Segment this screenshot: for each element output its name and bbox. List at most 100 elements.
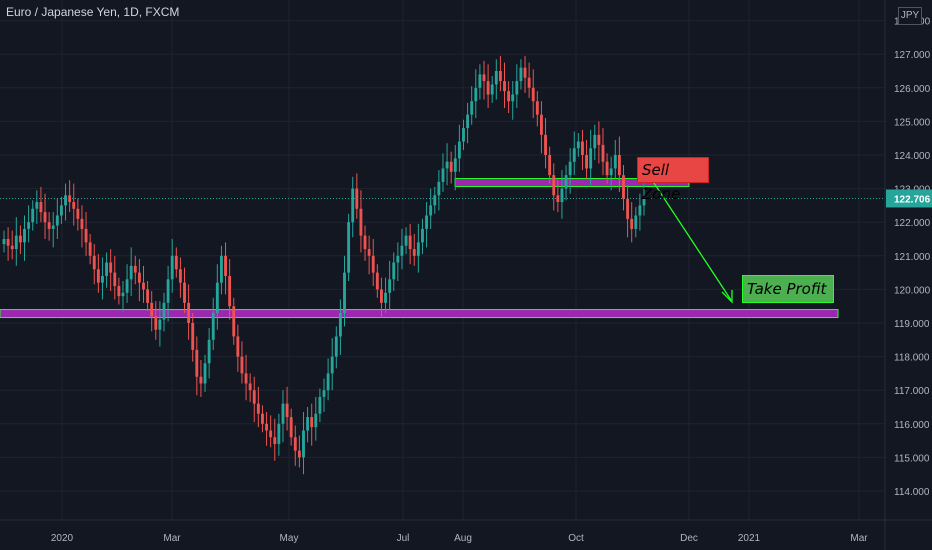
candle-body xyxy=(351,188,355,223)
candle-body xyxy=(527,77,531,88)
candle-body xyxy=(117,286,121,297)
candle-body xyxy=(293,437,297,451)
last-price-tag xyxy=(886,189,932,208)
take-profit-band xyxy=(0,309,839,319)
candle-body xyxy=(51,225,55,229)
candle-body xyxy=(244,373,248,384)
x-tick-label: 2021 xyxy=(738,533,761,544)
candle-body xyxy=(490,84,494,95)
candle-body xyxy=(302,430,305,458)
x-tick-label: 2020 xyxy=(51,533,74,544)
candle-body xyxy=(363,235,367,250)
candle-body xyxy=(437,181,441,196)
candle-body xyxy=(498,71,502,82)
candle-body xyxy=(121,292,125,297)
arrow-head xyxy=(721,290,733,304)
candle-body xyxy=(220,255,223,283)
candle-body xyxy=(453,158,457,172)
candle-body xyxy=(322,390,326,397)
y-tick-label: 127.000 xyxy=(894,50,931,61)
candle-body xyxy=(14,235,18,250)
candle-body xyxy=(248,383,252,391)
candle-body xyxy=(375,272,379,290)
candle-body xyxy=(269,430,273,438)
candle-body xyxy=(109,262,113,273)
candle-body xyxy=(64,195,67,206)
candle-body xyxy=(174,255,178,270)
candle-body xyxy=(232,306,236,337)
candle-body xyxy=(503,81,506,92)
candle-body xyxy=(359,208,363,236)
candle-body xyxy=(462,128,465,142)
candle-body xyxy=(2,239,6,245)
candle-body xyxy=(617,155,621,176)
candle-body xyxy=(289,417,293,438)
candle-body xyxy=(560,188,564,203)
candle-body xyxy=(334,336,338,357)
candle-body xyxy=(101,275,104,283)
last-price-label: 122.706 xyxy=(894,194,931,205)
candle-body xyxy=(441,168,445,182)
candle-body xyxy=(404,235,408,246)
candle-body xyxy=(556,195,560,203)
candle-body xyxy=(88,242,92,256)
candle-body xyxy=(23,228,26,243)
candle-body xyxy=(183,282,186,303)
candle-body xyxy=(92,255,96,270)
candle-body xyxy=(18,235,22,243)
candle-body xyxy=(457,141,461,159)
candle-body xyxy=(572,148,576,162)
candle-body xyxy=(355,188,359,209)
sell-zone-label: Sell Zone xyxy=(637,157,709,203)
candle-body xyxy=(47,222,51,229)
candle-body xyxy=(630,218,634,229)
candle-body xyxy=(326,373,330,391)
candle-body xyxy=(261,413,264,424)
candle-body xyxy=(31,208,35,223)
price-axis: 114.000 115.000 116.000 117.000 118.000 119.0… xyxy=(884,0,932,550)
candle-body xyxy=(548,155,552,176)
candle-body xyxy=(338,312,342,337)
candle-body xyxy=(191,323,195,350)
candle-body xyxy=(273,437,277,444)
candle-body xyxy=(6,239,10,246)
candle-body xyxy=(347,222,351,273)
candle-body xyxy=(609,168,613,176)
candle-body xyxy=(449,161,453,172)
candle-body xyxy=(478,74,482,88)
time-axis: 2020 Mar May Jul Aug Oct Dec 2021 Mar xyxy=(0,519,932,544)
candle-body xyxy=(84,228,88,243)
candle-body xyxy=(133,265,137,273)
candle-body xyxy=(634,215,638,229)
y-tick-label: 114.000 xyxy=(894,487,930,498)
candle-body xyxy=(236,336,240,357)
candle-body xyxy=(55,215,59,226)
candle-body xyxy=(392,262,396,280)
candle-body xyxy=(466,114,470,129)
candle-body xyxy=(224,255,227,276)
x-tick-label: May xyxy=(280,533,299,544)
y-tick-label: 118.000 xyxy=(894,353,930,364)
candle-body xyxy=(421,228,424,243)
candle-body xyxy=(494,71,498,85)
candle-body xyxy=(535,101,539,115)
candles xyxy=(2,55,646,475)
candle-body xyxy=(367,249,371,256)
currency-button[interactable]: JPY xyxy=(898,7,922,25)
candle-body xyxy=(396,255,400,263)
candle-body xyxy=(285,403,289,418)
candle-body xyxy=(150,302,154,317)
candle-body xyxy=(228,275,232,307)
candle-body xyxy=(240,356,244,374)
candle-body xyxy=(581,141,584,155)
candle-body xyxy=(96,269,100,283)
candle-body xyxy=(343,272,346,313)
candle-body xyxy=(507,91,511,102)
candle-body xyxy=(211,312,215,340)
x-tick-label: Aug xyxy=(454,533,472,544)
candle-body xyxy=(433,195,437,206)
candle-body xyxy=(306,417,310,431)
y-tick-label: 121.000 xyxy=(894,252,931,263)
candle-body xyxy=(638,205,642,216)
